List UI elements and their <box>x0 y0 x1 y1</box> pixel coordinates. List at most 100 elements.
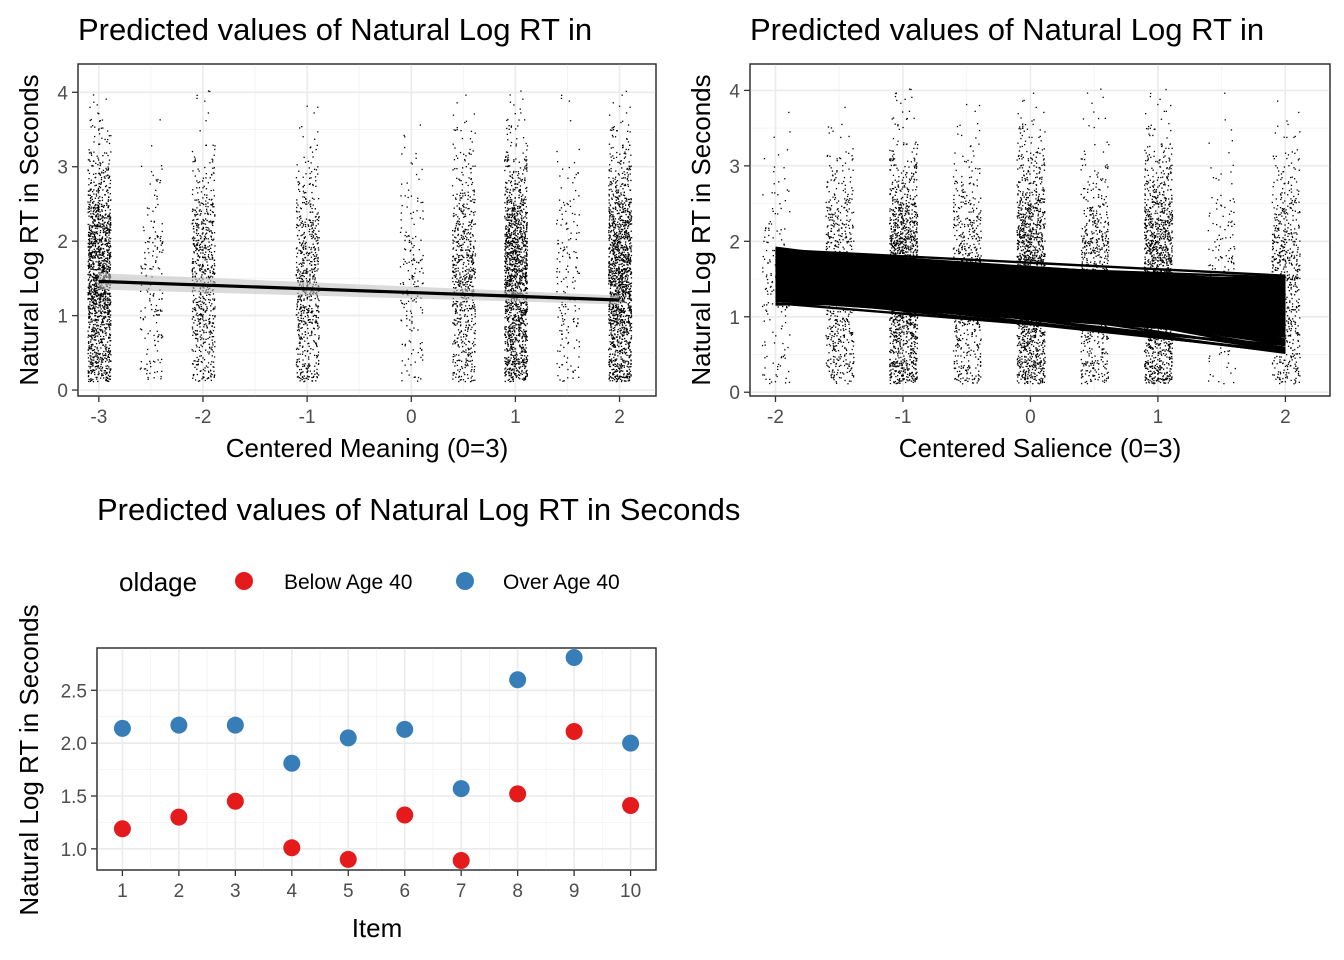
meaning-raw-point <box>97 373 99 376</box>
meaning-raw-point <box>316 305 318 307</box>
meaning-raw-point <box>308 296 310 298</box>
meaning-raw-point <box>454 310 457 312</box>
meaning-raw-point <box>312 275 314 277</box>
meaning-raw-point <box>105 348 107 351</box>
meaning-raw-point <box>153 315 155 317</box>
meaning-raw-point <box>102 155 104 157</box>
meaning-raw-point <box>314 216 317 218</box>
meaning-raw-point <box>519 188 521 191</box>
meaning-raw-point <box>513 270 516 272</box>
meaning-raw-point <box>100 239 102 242</box>
meaning-raw-point <box>464 278 466 280</box>
meaning-raw-point <box>95 300 97 302</box>
meaning-raw-point <box>514 350 516 353</box>
meaning-raw-point <box>411 217 413 220</box>
meaning-raw-point <box>513 231 515 233</box>
meaning-raw-point <box>155 206 157 209</box>
meaning-raw-point <box>199 270 201 272</box>
meaning-raw-point <box>469 250 471 253</box>
meaning-raw-point <box>298 326 300 328</box>
meaning-raw-point <box>307 314 309 316</box>
meaning-raw-point <box>87 194 89 196</box>
meaning-raw-point <box>203 324 205 326</box>
meaning-raw-point <box>207 238 209 240</box>
meaning-raw-point <box>526 373 528 375</box>
meaning-raw-point <box>302 280 305 282</box>
meaning-raw-point <box>296 314 298 316</box>
meaning-raw-point <box>87 234 90 236</box>
meaning-raw-point <box>99 234 101 237</box>
meaning-raw-point <box>92 326 94 328</box>
meaning-raw-point <box>94 320 96 322</box>
meaning-raw-point <box>457 369 459 371</box>
meaning-raw-point <box>526 149 528 151</box>
meaning-raw-point <box>523 227 525 229</box>
meaning-raw-point <box>299 314 302 317</box>
meaning-raw-point <box>199 336 201 338</box>
meaning-raw-point <box>462 231 464 233</box>
meaning-raw-point <box>196 207 198 209</box>
meaning-raw-point <box>474 223 476 225</box>
meaning-raw-point <box>507 359 509 361</box>
meaning-raw-point <box>309 364 311 367</box>
meaning-raw-point <box>97 209 99 211</box>
meaning-raw-point <box>91 328 93 331</box>
meaning-raw-point <box>510 331 512 333</box>
meaning-raw-point <box>100 163 102 165</box>
meaning-raw-point <box>152 174 154 177</box>
meaning-raw-point <box>87 159 90 161</box>
meaning-raw-point <box>470 276 472 279</box>
meaning-raw-point <box>298 335 300 337</box>
meaning-raw-point <box>317 237 319 239</box>
meaning-raw-point <box>455 214 457 216</box>
meaning-raw-point <box>296 211 298 213</box>
meaning-raw-point <box>506 235 508 237</box>
meaning-raw-point <box>473 304 476 306</box>
meaning-raw-point <box>308 376 310 378</box>
meaning-raw-point <box>157 235 159 238</box>
meaning-raw-point <box>308 310 310 312</box>
meaning-raw-point <box>472 254 474 256</box>
meaning-raw-point <box>298 170 300 172</box>
meaning-raw-point <box>422 218 424 220</box>
meaning-raw-point <box>512 361 514 363</box>
meaning-raw-point <box>403 306 405 309</box>
meaning-raw-point <box>104 360 107 363</box>
meaning-raw-point <box>465 229 467 231</box>
meaning-raw-point <box>504 160 506 162</box>
meaning-raw-point <box>96 325 98 327</box>
meaning-raw-point <box>514 373 516 376</box>
meaning-raw-point <box>524 310 526 312</box>
meaning-raw-point <box>204 194 206 196</box>
meaning-raw-point <box>456 317 458 319</box>
meaning-raw-point <box>312 235 314 237</box>
meaning-raw-point <box>467 354 470 356</box>
meaning-raw-point <box>198 300 200 303</box>
meaning-raw-point <box>518 333 520 335</box>
meaning-raw-point <box>310 247 313 249</box>
meaning-raw-point <box>99 329 101 331</box>
meaning-raw-point <box>522 308 525 310</box>
meaning-raw-point <box>98 262 100 264</box>
meaning-raw-point <box>97 224 99 226</box>
meaning-raw-point <box>91 321 93 323</box>
meaning-raw-point <box>212 344 214 346</box>
meaning-raw-point <box>212 315 214 317</box>
meaning-raw-point <box>514 237 516 240</box>
meaning-raw-point <box>518 285 520 288</box>
meaning-raw-point <box>98 200 100 202</box>
meaning-raw-point <box>505 165 507 167</box>
meaning-raw-point <box>97 295 99 297</box>
meaning-raw-point <box>90 241 93 243</box>
meaning-raw-point <box>315 264 317 266</box>
meaning-raw-point <box>192 237 194 239</box>
meaning-raw-point <box>508 215 510 218</box>
meaning-raw-point <box>456 193 458 195</box>
meaning-raw-point <box>299 341 301 343</box>
meaning-raw-point <box>297 353 299 355</box>
meaning-raw-point <box>193 209 195 211</box>
meaning-raw-point <box>315 148 317 151</box>
meaning-raw-point <box>515 245 517 248</box>
meaning-raw-point <box>203 326 205 328</box>
meaning-raw-point <box>311 171 313 173</box>
